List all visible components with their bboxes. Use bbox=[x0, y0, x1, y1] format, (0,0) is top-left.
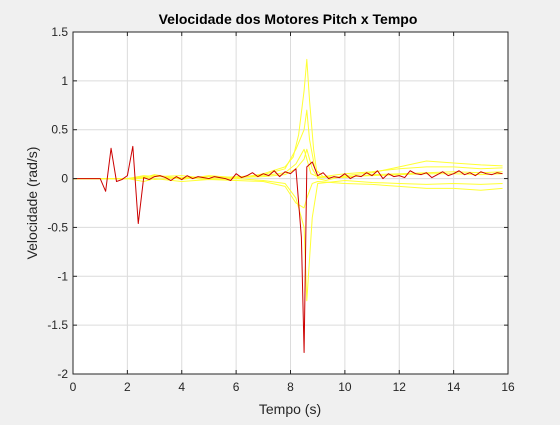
x-tick-label: 12 bbox=[393, 380, 407, 394]
series-line-2 bbox=[73, 109, 503, 181]
y-tick-label: 1.5 bbox=[51, 25, 68, 39]
series-line-6 bbox=[73, 148, 503, 180]
x-tick-label: 8 bbox=[287, 380, 294, 394]
series-group bbox=[73, 58, 503, 353]
x-axis-label: Tempo (s) bbox=[259, 401, 321, 417]
y-tick-label: -2 bbox=[57, 367, 68, 381]
x-tick-label: 0 bbox=[70, 380, 77, 394]
y-tick-label: -1.5 bbox=[47, 318, 68, 332]
y-tick-label: 0.5 bbox=[51, 123, 68, 137]
y-tick-label: -1 bbox=[57, 269, 68, 283]
x-tick-label: 2 bbox=[124, 380, 131, 394]
x-tick-label: 14 bbox=[447, 380, 461, 394]
x-tick-label: 16 bbox=[501, 380, 515, 394]
y-tick-label: 0 bbox=[61, 172, 68, 186]
x-tick-label: 6 bbox=[233, 380, 240, 394]
y-tick-label: 1 bbox=[61, 74, 68, 88]
series-line-7 bbox=[73, 145, 503, 353]
y-tick-label: -0.5 bbox=[47, 220, 68, 234]
series-line-3 bbox=[73, 148, 503, 180]
axis-ticks: 0 2 4 6 8 10 12 14 16 -2 -1.5 -1 -0.5 0 0.5 1 1.5 bbox=[47, 25, 515, 394]
x-tick-label: 4 bbox=[178, 380, 185, 394]
y-axis-label: Velocidade (rad/s) bbox=[24, 147, 40, 260]
x-tick-label: 10 bbox=[338, 380, 352, 394]
chart-title: Velocidade dos Motores Pitch x Tempo bbox=[159, 11, 418, 27]
